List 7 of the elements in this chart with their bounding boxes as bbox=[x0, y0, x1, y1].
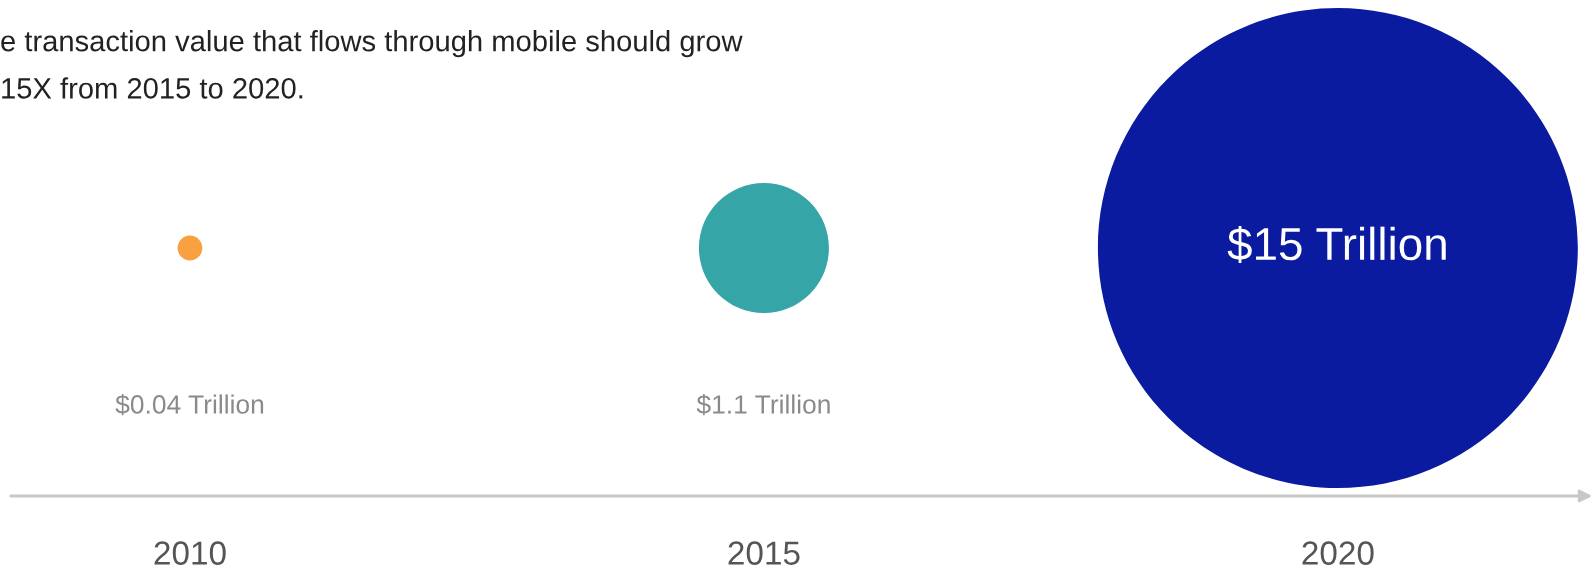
text: e transaction value that flows through mobile should grow 15X from 2015 to 2020. bbox=[1, 30, 743, 99]
data-label: $15 Trillion bbox=[1227, 225, 1446, 264]
category-label: 2010 bbox=[154, 541, 226, 565]
category-label: 2015 bbox=[728, 541, 800, 565]
data-label: $1.1 Trillion bbox=[696, 394, 830, 416]
category-label: 2020 bbox=[1302, 541, 1374, 565]
data-label: $0.04 Trillion bbox=[115, 394, 264, 416]
